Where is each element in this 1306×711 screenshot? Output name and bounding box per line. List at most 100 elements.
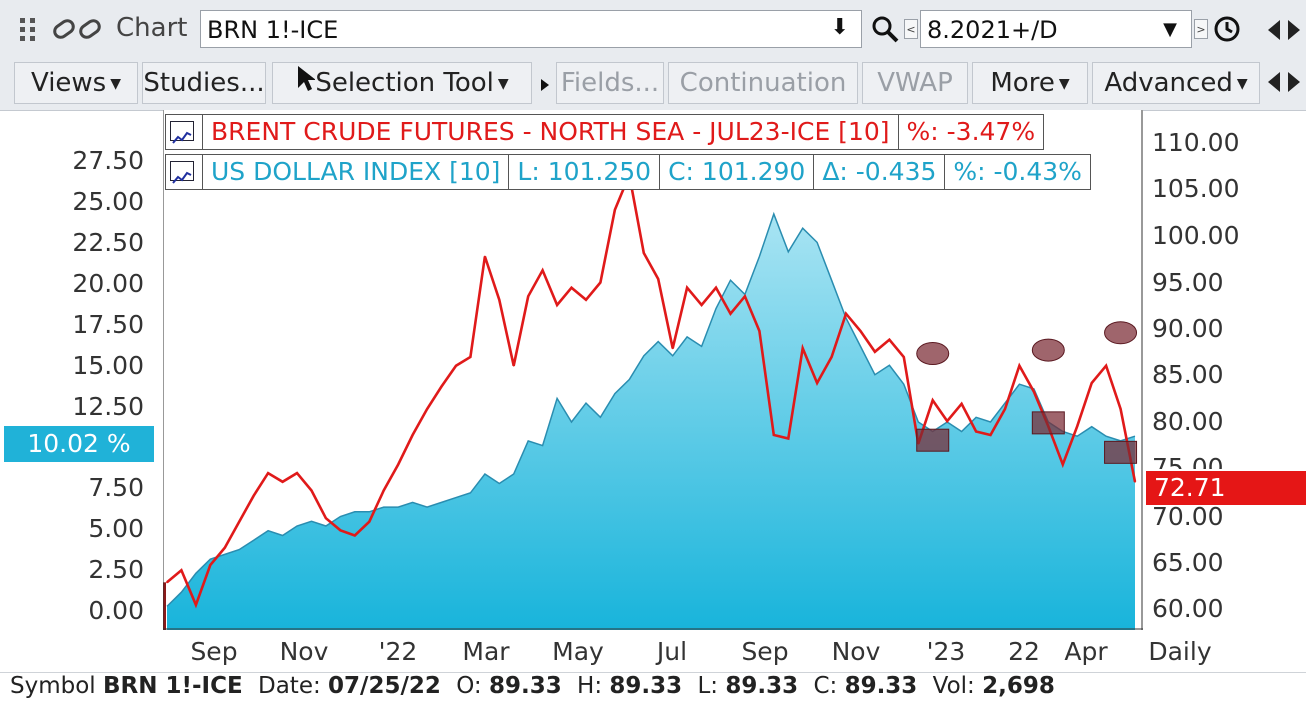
brent-point bbox=[989, 434, 992, 436]
series-line-icon bbox=[170, 121, 194, 144]
continuation-button[interactable]: Continuation bbox=[668, 62, 858, 104]
status-close-label: C: bbox=[813, 673, 838, 699]
views-caret-icon: ▼ bbox=[110, 75, 122, 92]
left-axis-tick: 2.50 bbox=[88, 555, 144, 584]
brent-point bbox=[1018, 364, 1021, 367]
brent-point bbox=[223, 546, 226, 549]
brent-point bbox=[238, 520, 241, 523]
more-label: More bbox=[990, 68, 1055, 98]
vwap-label: VWAP bbox=[877, 68, 953, 98]
status-vol-label: Vol: bbox=[932, 673, 975, 699]
fields-label: Fields... bbox=[560, 68, 660, 98]
period-select[interactable]: 8.2021+/D ▼ bbox=[920, 10, 1192, 48]
period-next-button[interactable]: > bbox=[1194, 19, 1208, 39]
studies-button[interactable]: Studies... bbox=[142, 62, 266, 104]
search-icon[interactable] bbox=[870, 14, 900, 44]
toolbar-overflow-arrow-icon[interactable] bbox=[538, 76, 552, 94]
right-axis-tick: 70.00 bbox=[1152, 502, 1224, 531]
status-low-label: L: bbox=[697, 673, 719, 699]
brent-point bbox=[325, 517, 327, 520]
right-axis-tick: 95.00 bbox=[1152, 268, 1224, 297]
x-axis-tick: 22 bbox=[1008, 637, 1040, 666]
legend-dxy-low: L: 101.250 bbox=[509, 155, 661, 189]
brent-point bbox=[209, 564, 212, 566]
status-symbol-label: Symbol bbox=[10, 673, 96, 699]
brent-point bbox=[498, 298, 501, 301]
brent-point bbox=[700, 304, 703, 306]
brent-point bbox=[816, 382, 819, 384]
price-chart[interactable] bbox=[163, 110, 1143, 630]
period-dropdown-arrow-icon[interactable]: ▼ bbox=[1163, 19, 1177, 40]
symbol-dropdown-arrow-icon[interactable]: ⬇ bbox=[830, 15, 849, 40]
brent-point bbox=[758, 330, 761, 332]
annotation-ellipse-marker bbox=[1031, 338, 1065, 362]
brent-point bbox=[946, 420, 949, 423]
brent-point bbox=[787, 437, 790, 440]
x-axis-tick: May bbox=[552, 637, 604, 666]
selection-tool-label: Selection Tool bbox=[315, 68, 494, 98]
symbol-input-value: BRN 1!-ICE bbox=[207, 16, 339, 44]
left-axis-tick: 15.00 bbox=[72, 351, 144, 380]
more-button[interactable]: More ▼ bbox=[972, 62, 1088, 104]
brent-point bbox=[1032, 390, 1035, 393]
left-axis-tick: 5.00 bbox=[88, 514, 144, 543]
brent-point bbox=[729, 312, 732, 315]
period-select-value: 8.2021+/D bbox=[927, 16, 1058, 44]
brent-point bbox=[1119, 408, 1122, 410]
brent-point bbox=[382, 489, 385, 492]
x-axis-tick: Nov bbox=[279, 637, 329, 666]
left-axis-tick: 12.50 bbox=[72, 392, 144, 421]
status-bar: Symbol BRN 1!-ICE Date: 07/25/22 O: 89.3… bbox=[0, 672, 1306, 711]
brent-point bbox=[975, 430, 977, 433]
brent-point bbox=[469, 356, 472, 358]
status-symbol: BRN 1!-ICE bbox=[103, 673, 243, 699]
brent-point bbox=[888, 338, 891, 341]
scroll-left-right-icon[interactable] bbox=[1266, 18, 1302, 42]
brent-point bbox=[1090, 382, 1093, 384]
percent-scale-badge: 10.02 % bbox=[4, 426, 154, 462]
cursor-arrow-icon bbox=[295, 64, 317, 104]
brent-point bbox=[397, 463, 400, 466]
period-prev-button[interactable]: < bbox=[904, 19, 918, 39]
legend-brent[interactable]: BRENT CRUDE FUTURES - NORTH SEA - JUL23-… bbox=[165, 114, 1045, 150]
brent-point bbox=[874, 350, 876, 353]
brent-point bbox=[281, 480, 284, 483]
brent-point bbox=[455, 364, 457, 367]
x-axis-tick: Sep bbox=[190, 637, 238, 666]
brent-point bbox=[960, 402, 963, 405]
brent-point bbox=[411, 434, 414, 436]
brent-point bbox=[353, 534, 356, 537]
brent-point bbox=[772, 434, 775, 436]
x-axis-tick: Nov bbox=[831, 637, 881, 666]
unlink-icon[interactable] bbox=[50, 14, 110, 44]
right-axis-tick: 60.00 bbox=[1152, 594, 1224, 623]
advanced-button[interactable]: Advanced ▼ bbox=[1092, 62, 1260, 104]
clock-icon[interactable] bbox=[1212, 14, 1242, 44]
status-high: 89.33 bbox=[609, 673, 683, 699]
brent-point bbox=[426, 408, 428, 410]
symbol-input[interactable]: BRN 1!-ICE ⬇ bbox=[200, 10, 862, 48]
left-axis-tick: 20.00 bbox=[72, 269, 144, 298]
brent-point bbox=[570, 286, 573, 289]
brent-point bbox=[180, 569, 183, 572]
more-caret-icon: ▼ bbox=[1058, 75, 1070, 92]
vwap-button[interactable]: VWAP bbox=[862, 62, 968, 104]
views-button[interactable]: Views ▼ bbox=[14, 62, 138, 104]
selection-tool-button[interactable]: Selection Tool ▼ bbox=[272, 62, 532, 104]
brent-point bbox=[194, 603, 197, 606]
brent-point bbox=[296, 472, 298, 475]
brent-point bbox=[252, 494, 255, 497]
status-vol: 2,698 bbox=[982, 673, 1055, 699]
brent-point bbox=[686, 286, 689, 289]
x-axis-tick: Apr bbox=[1064, 637, 1108, 666]
dollar-index-area bbox=[167, 214, 1135, 630]
brent-point bbox=[744, 295, 746, 298]
status-date-label: Date: bbox=[258, 673, 321, 699]
drag-grip-icon[interactable] bbox=[18, 16, 40, 44]
right-axis-tick: 85.00 bbox=[1152, 360, 1224, 389]
right-axis-tick: 80.00 bbox=[1152, 407, 1224, 436]
fields-button[interactable]: Fields... bbox=[556, 62, 664, 104]
advanced-label: Advanced bbox=[1104, 68, 1233, 98]
toolbar-scroll-icon[interactable] bbox=[1266, 70, 1302, 94]
legend-dxy[interactable]: US DOLLAR INDEX [10] L: 101.250 C: 101.290… bbox=[165, 154, 1091, 190]
